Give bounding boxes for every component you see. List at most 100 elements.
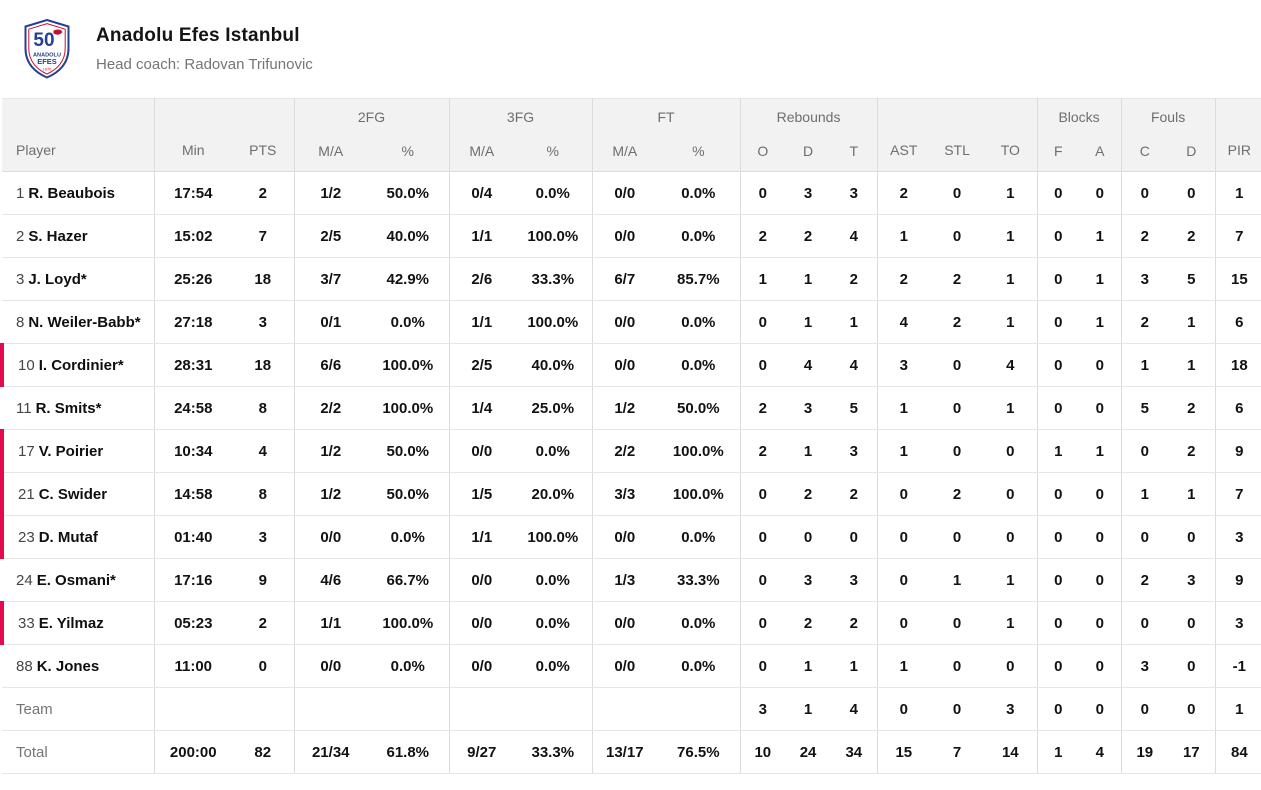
cell-ast: 1 [876, 644, 931, 688]
cell-ft-pct: 85.7% [657, 257, 741, 301]
player-name[interactable]: S. Hazer [28, 227, 88, 245]
cell-stl: 0 [930, 515, 985, 559]
player-row: 3 J. Loyd* 25:26 18 3/7 42.9% 2/6 33.3% 6/7 85.7%… [2, 257, 1261, 301]
player-name[interactable]: R. Beaubois [28, 184, 116, 202]
cell-blk-a: 0 [1079, 601, 1122, 645]
cell-foul-c: 1 [1120, 472, 1169, 516]
col-header-player: Player [2, 98, 154, 172]
cell-ft-ma: 0/0 [591, 214, 658, 258]
cell-reb-o: 0 [739, 472, 786, 516]
cell-ft-pct: 33.3% [657, 558, 741, 602]
cell-ft-pct: 0.0% [657, 300, 741, 344]
group-header-rebounds: Rebounds [739, 98, 878, 131]
cell-foul-d: 1 [1168, 300, 1216, 344]
cell-ft-pct: 50.0% [657, 386, 741, 430]
cell-blk-a: 0 [1079, 343, 1122, 387]
cell-fg2-pct: 50.0% [367, 472, 450, 516]
player-row: 88 K. Jones 11:00 0 0/0 0.0% 0/0 0.0% 0/0 0.0% 0 1 1… [2, 644, 1261, 688]
group-header-blocks: Blocks [1036, 98, 1122, 131]
cell-reb-d: 3 [785, 386, 832, 430]
cell-blk-f: 0 [1036, 472, 1080, 516]
cell-ast: 2 [876, 257, 931, 301]
cell-reb-o: 0 [739, 558, 786, 602]
team-header: 50 ANADOLU EFES 1976 Anadolu Efes Istanb… [0, 0, 1261, 98]
cell-ft-ma: 2/2 [591, 429, 658, 473]
player-row: 2 S. Hazer 15:02 7 2/5 40.0% 1/1 100.0% 0/0 0.0% 2… [2, 214, 1261, 258]
cell-reb-d: 1 [785, 644, 832, 688]
cell-foul-d: 0 [1168, 687, 1216, 731]
cell-pir: 6 [1214, 386, 1261, 430]
cell-reb-d: 4 [785, 343, 832, 387]
cell-pts: 0 [232, 644, 294, 688]
cell-ft-pct: 0.0% [657, 601, 741, 645]
cell-fg2-pct: 61.8% [367, 730, 450, 774]
cell-blk-a: 0 [1079, 171, 1122, 215]
player-cell: 23 D. Mutaf [0, 515, 154, 559]
player-row: 8 N. Weiler-Babb* 27:18 3 0/1 0.0% 1/1 100.0% 0/… [2, 300, 1261, 344]
cell-fg2-ma: 3/7 [293, 257, 367, 301]
cell-to: 0 [984, 472, 1038, 516]
cell-foul-c: 2 [1120, 558, 1169, 602]
cell-reb-t: 4 [831, 214, 878, 258]
player-name[interactable]: R. Smits* [35, 399, 102, 417]
cell-reb-d: 1 [785, 429, 832, 473]
cell-ft-pct [657, 687, 741, 731]
cell-blk-f: 0 [1036, 257, 1080, 301]
cell-fg3-ma: 1/1 [448, 214, 515, 258]
cell-fg3-ma: 0/0 [448, 429, 515, 473]
player-name[interactable]: E. Yilmaz [38, 614, 104, 632]
cell-fg2-pct: 42.9% [367, 257, 450, 301]
player-name[interactable]: D. Mutaf [38, 528, 98, 546]
player-name[interactable]: N. Weiler-Babb* [28, 313, 141, 331]
player-name[interactable]: E. Osmani* [36, 571, 116, 589]
team-logo-badge: 50 ANADOLU EFES 1976 [24, 19, 70, 79]
cell-min: 200:00 [153, 730, 232, 774]
header-group-row: Player Min PTS 2FG 3FG FT Rebounds AST S… [2, 98, 1261, 172]
cell-foul-d: 2 [1168, 429, 1216, 473]
cell-reb-d: 1 [785, 300, 832, 344]
cell-fg3-pct [514, 687, 593, 731]
cell-stl: 0 [930, 386, 985, 430]
cell-min: 05:23 [153, 601, 232, 645]
cell-min [153, 687, 232, 731]
cell-ast: 4 [876, 300, 931, 344]
head-coach-line: Head coach: Radovan Trifunovic [96, 56, 313, 73]
cell-to: 1 [984, 558, 1038, 602]
cell-fg3-pct: 40.0% [514, 343, 593, 387]
player-name[interactable]: J. Loyd* [28, 270, 87, 288]
player-name[interactable]: I. Cordinier* [38, 356, 124, 374]
cell-reb-t: 3 [831, 429, 878, 473]
cell-blk-f: 0 [1036, 601, 1080, 645]
player-row: 10 I. Cordinier* 28:31 18 6/6 100.0% 2/5 40.0% 0… [0, 343, 1261, 387]
cell-fg3-pct: 0.0% [514, 558, 593, 602]
cell-stl: 0 [930, 214, 985, 258]
col-header-ast: AST [876, 98, 931, 172]
cell-ast: 3 [876, 343, 931, 387]
cell-fg2-ma: 1/2 [293, 472, 367, 516]
cell-ft-pct: 0.0% [657, 515, 741, 559]
cell-reb-t: 1 [831, 644, 878, 688]
cell-reb-t: 3 [831, 171, 878, 215]
cell-pir: -1 [1214, 644, 1261, 688]
player-name[interactable]: V. Poirier [38, 442, 104, 460]
col-header-reb-t: T [831, 130, 878, 172]
cell-foul-c: 19 [1120, 730, 1169, 774]
cell-fg3-pct: 33.3% [514, 730, 593, 774]
group-header-3fg: 3FG [448, 98, 593, 131]
cell-to: 4 [984, 343, 1038, 387]
cell-pir: 3 [1214, 601, 1261, 645]
cell-reb-d: 1 [785, 257, 832, 301]
cell-ast: 1 [876, 386, 931, 430]
cell-fg2-pct: 100.0% [367, 601, 450, 645]
cell-blk-a: 4 [1079, 730, 1122, 774]
cell-fg3-ma: 0/0 [448, 601, 515, 645]
player-row: 23 D. Mutaf 01:40 3 0/0 0.0% 1/1 100.0% 0/0 0.0% 0… [0, 515, 1261, 559]
cell-blk-f: 0 [1036, 558, 1080, 602]
col-header-blk-f: F [1036, 130, 1080, 172]
cell-pts: 82 [232, 730, 294, 774]
player-cell: 88 K. Jones [2, 644, 154, 688]
player-name[interactable]: C. Swider [38, 485, 108, 503]
cell-reb-d: 24 [785, 730, 832, 774]
player-name[interactable]: K. Jones [36, 657, 100, 675]
cell-reb-t: 4 [831, 687, 878, 731]
